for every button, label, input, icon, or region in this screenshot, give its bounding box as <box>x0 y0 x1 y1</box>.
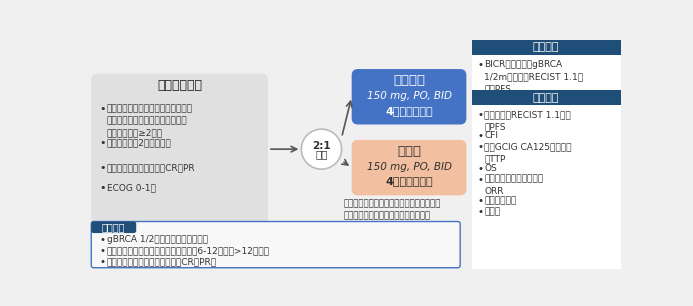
Text: 氟唑帕利: 氟唑帕利 <box>393 74 425 87</box>
Text: 治疗直至影像学进展、不可耐受的毒性、受
试者自愿退出、研究者判断或研究完成: 治疗直至影像学进展、不可耐受的毒性、受 试者自愿退出、研究者判断或研究完成 <box>344 199 441 221</box>
Bar <box>472 40 621 269</box>
Text: •: • <box>99 163 105 173</box>
Text: •: • <box>477 174 483 185</box>
Text: •: • <box>477 207 483 217</box>
Text: •: • <box>99 183 105 193</box>
Text: 基于GCIG CA125标准评估
的TTP: 基于GCIG CA125标准评估 的TTP <box>484 142 572 163</box>
Text: 次要终点: 次要终点 <box>533 92 559 103</box>
Bar <box>472 90 621 105</box>
Text: •: • <box>477 132 483 141</box>
Circle shape <box>301 129 342 169</box>
FancyBboxPatch shape <box>351 140 466 195</box>
Text: 倒数第二次含铂化疗后的无进展间隔（6-12个月或>12个月）: 倒数第二次含铂化疗后的无进展间隔（6-12个月或>12个月） <box>107 246 270 255</box>
Text: 4周为一个周期: 4周为一个周期 <box>385 106 433 116</box>
Text: 患者报告结局: 患者报告结局 <box>484 196 516 205</box>
Text: 最近一次铂类方案的最佳反应（CR或PR）: 最近一次铂类方案的最佳反应（CR或PR） <box>107 257 217 266</box>
Text: 安全性: 安全性 <box>484 207 500 216</box>
Text: ECOG 0-1分: ECOG 0-1分 <box>107 183 156 192</box>
Text: 安慰剂: 安慰剂 <box>397 145 421 158</box>
Text: 最后一次含铂化疗后达到CR或PR: 最后一次含铂化疗后达到CR或PR <box>107 163 195 172</box>
Text: 150 mg, PO, BID: 150 mg, PO, BID <box>367 162 452 172</box>
FancyBboxPatch shape <box>91 222 460 268</box>
Text: 150 mg, PO, BID: 150 mg, PO, BID <box>367 91 452 101</box>
Text: •: • <box>99 104 105 114</box>
Text: •: • <box>477 164 483 174</box>
Text: •: • <box>99 256 105 267</box>
Text: 4周为一个周期: 4周为一个周期 <box>385 177 433 186</box>
Text: 分层因素: 分层因素 <box>102 222 125 232</box>
Text: 研究者基于RECIST 1.1评估
的PFS: 研究者基于RECIST 1.1评估 的PFS <box>484 110 571 131</box>
Text: •: • <box>99 138 105 148</box>
Text: gBRCA 1/2突变（存在或不存在）: gBRCA 1/2突变（存在或不存在） <box>107 236 208 244</box>
Text: 铂敏感复发的高级别浆液性卵巢癌、
输卵管癌或原发性腹膜癌或子宫内
膜样卵巢癌（≥2级）: 铂敏感复发的高级别浆液性卵巢癌、 输卵管癌或原发性腹膜癌或子宫内 膜样卵巢癌（≥… <box>107 104 193 138</box>
FancyBboxPatch shape <box>351 69 466 125</box>
Text: CFI: CFI <box>484 132 498 140</box>
Text: •: • <box>99 246 105 256</box>
Text: •: • <box>99 235 105 245</box>
Text: OS: OS <box>484 164 497 173</box>
Text: •: • <box>477 142 483 152</box>
FancyBboxPatch shape <box>91 222 137 233</box>
Text: 基线有可测量病灶人群的
ORR: 基线有可测量病灶人群的 ORR <box>484 174 543 196</box>
Text: •: • <box>477 110 483 120</box>
Bar <box>472 40 621 55</box>
FancyBboxPatch shape <box>91 74 268 228</box>
Text: •: • <box>477 60 483 70</box>
Text: BICR对全人群及gBRCA
1/2m人群基于RECIST 1.1评
估的PFS: BICR对全人群及gBRCA 1/2m人群基于RECIST 1.1评 估的PFS <box>484 60 584 93</box>
Text: 随机: 随机 <box>315 150 328 159</box>
Text: 既往至少接受2线含铂化疗: 既往至少接受2线含铂化疗 <box>107 138 172 147</box>
Text: 主要入组标准: 主要入组标准 <box>157 80 202 92</box>
Text: 2:1: 2:1 <box>312 141 331 151</box>
Text: 主要终点: 主要终点 <box>533 43 559 53</box>
Text: •: • <box>477 196 483 206</box>
